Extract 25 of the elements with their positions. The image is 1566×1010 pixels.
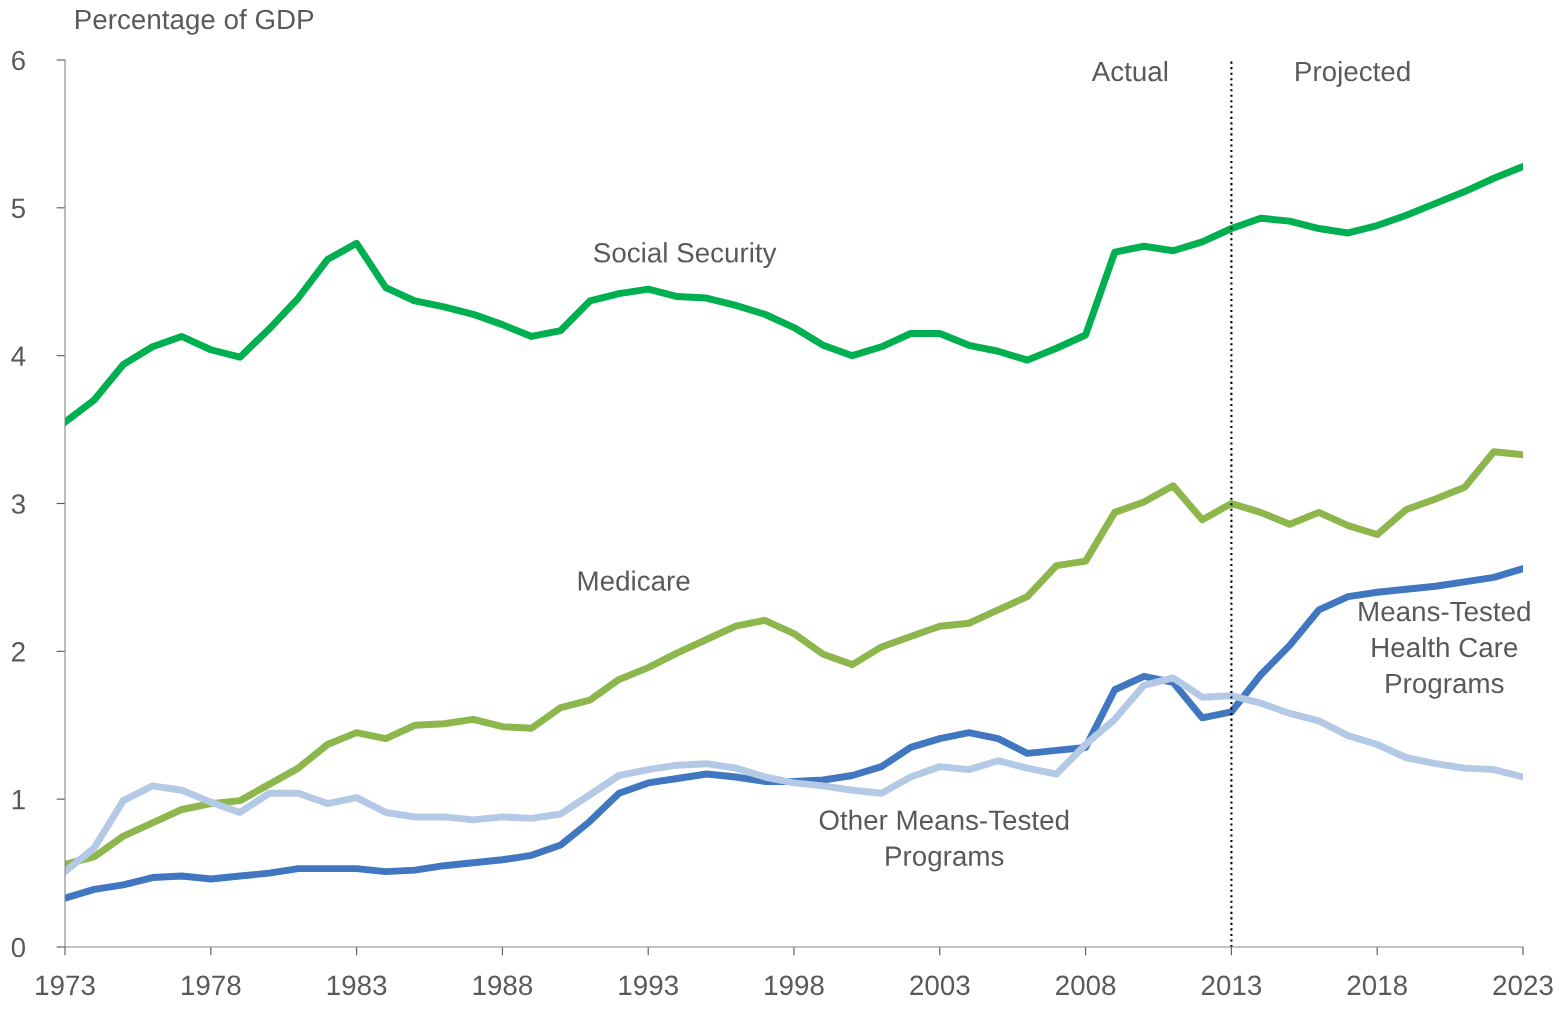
x-tick-label: 1978 <box>182 975 241 996</box>
y-tick-label: 4 <box>11 346 26 366</box>
x-tick-label: 2013 <box>1201 975 1262 996</box>
y-tick-label: 0 <box>11 937 26 958</box>
annotation: Actual <box>1091 60 1168 82</box>
x-tick-label: 2023 <box>1493 975 1553 996</box>
x-tick-label: 1973 <box>36 975 95 996</box>
y-axis-title: Percentage of GDP <box>76 8 314 35</box>
y-tick-label: 5 <box>11 198 25 219</box>
series-label: Means-Tested Health Care Programs <box>1359 600 1530 699</box>
x-tick-label: 1988 <box>473 975 533 996</box>
y-tick-label: 6 <box>12 50 25 71</box>
x-tick-label: 1983 <box>327 975 387 996</box>
x-tick-label: 2018 <box>1347 975 1407 996</box>
x-tick-label: 1998 <box>765 975 824 996</box>
y-tick-label: 1 <box>12 790 25 810</box>
y-tick-label: 3 <box>11 494 25 514</box>
annotation: Projected <box>1296 60 1410 87</box>
x-tick-label: 1993 <box>619 975 678 996</box>
series-label: Medicare <box>578 570 690 591</box>
series-label: Social Security <box>594 242 777 269</box>
x-tick-label: 2003 <box>910 975 970 996</box>
y-tick-label: 2 <box>12 642 25 662</box>
x-tick-label: 2008 <box>1056 975 1116 996</box>
series-label: Other Means-Tested Programs <box>819 809 1069 872</box>
